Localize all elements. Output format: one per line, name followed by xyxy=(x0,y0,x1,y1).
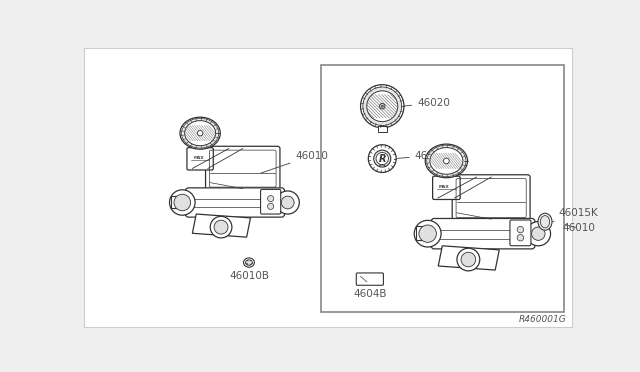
Ellipse shape xyxy=(246,260,252,265)
Circle shape xyxy=(367,91,397,122)
Text: 46093: 46093 xyxy=(397,151,448,161)
Circle shape xyxy=(210,217,232,238)
FancyBboxPatch shape xyxy=(260,189,281,214)
Text: 4604B: 4604B xyxy=(353,283,387,299)
Polygon shape xyxy=(193,214,250,237)
Text: 46015K: 46015K xyxy=(553,208,598,222)
Ellipse shape xyxy=(430,148,463,174)
Circle shape xyxy=(444,158,449,164)
FancyBboxPatch shape xyxy=(186,188,285,217)
FancyBboxPatch shape xyxy=(510,220,531,246)
Circle shape xyxy=(276,191,300,214)
Ellipse shape xyxy=(180,117,220,149)
Text: MAX: MAX xyxy=(439,185,449,189)
Text: R460001G: R460001G xyxy=(519,315,566,324)
Circle shape xyxy=(363,87,402,125)
Circle shape xyxy=(360,85,404,128)
Text: 46010: 46010 xyxy=(562,223,595,233)
Circle shape xyxy=(214,220,228,234)
Text: 46010B: 46010B xyxy=(229,262,269,282)
Bar xyxy=(416,227,428,240)
Text: 46010: 46010 xyxy=(261,151,328,173)
Circle shape xyxy=(517,234,524,241)
Circle shape xyxy=(414,220,441,247)
FancyBboxPatch shape xyxy=(431,218,535,249)
Circle shape xyxy=(170,190,195,215)
FancyBboxPatch shape xyxy=(433,176,460,199)
Circle shape xyxy=(381,105,383,108)
Circle shape xyxy=(380,103,385,109)
Circle shape xyxy=(526,222,550,246)
Circle shape xyxy=(532,227,545,240)
Ellipse shape xyxy=(182,118,219,148)
Polygon shape xyxy=(438,246,499,270)
FancyBboxPatch shape xyxy=(187,148,213,170)
Circle shape xyxy=(197,131,203,136)
Bar xyxy=(321,65,564,312)
Text: 46020: 46020 xyxy=(404,98,450,108)
Text: MAX: MAX xyxy=(193,156,204,160)
Text: R: R xyxy=(378,154,386,164)
Bar xyxy=(172,196,182,208)
Ellipse shape xyxy=(540,216,550,228)
Ellipse shape xyxy=(244,258,254,267)
Ellipse shape xyxy=(538,213,552,230)
Circle shape xyxy=(174,194,191,211)
Circle shape xyxy=(376,153,388,165)
Ellipse shape xyxy=(184,121,216,146)
Circle shape xyxy=(457,248,480,271)
Circle shape xyxy=(368,145,396,173)
Circle shape xyxy=(268,203,274,209)
FancyBboxPatch shape xyxy=(452,175,530,221)
Circle shape xyxy=(282,196,294,209)
Circle shape xyxy=(374,150,391,167)
Circle shape xyxy=(461,252,476,267)
Circle shape xyxy=(517,227,524,233)
Ellipse shape xyxy=(427,145,466,177)
FancyBboxPatch shape xyxy=(356,273,383,285)
Circle shape xyxy=(268,196,274,202)
Circle shape xyxy=(419,225,436,242)
Ellipse shape xyxy=(425,144,468,178)
FancyBboxPatch shape xyxy=(205,146,280,191)
Bar xyxy=(378,126,387,132)
